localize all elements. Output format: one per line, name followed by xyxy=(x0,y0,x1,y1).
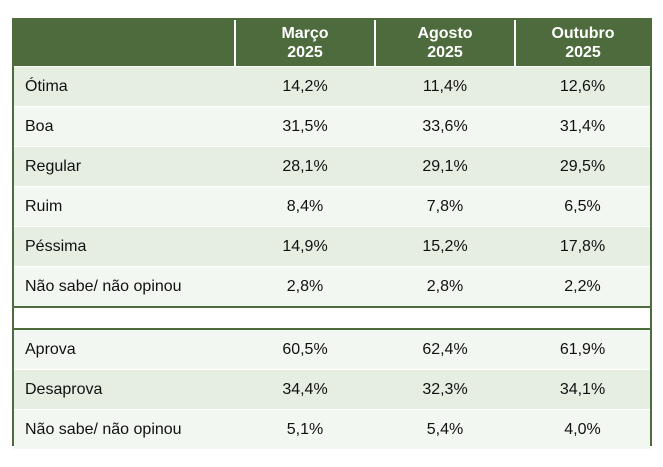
header-col-marco: Março 2025 xyxy=(234,20,375,67)
cell-value: 17,8% xyxy=(515,226,650,267)
row-label: Aprova xyxy=(14,328,235,370)
header-year: 2025 xyxy=(287,44,323,61)
row-label: Desaprova xyxy=(14,369,235,410)
cell-value: 29,5% xyxy=(515,146,650,187)
row-label: Não sabe/ não opinou xyxy=(14,266,235,307)
cell-value: 61,9% xyxy=(515,328,650,370)
cell-value: 2,8% xyxy=(235,266,375,307)
cell-value: 4,0% xyxy=(515,409,650,449)
header-empty-cell xyxy=(14,20,235,67)
table-row: Ótima 14,2% 11,4% 12,6% xyxy=(14,66,650,107)
poll-results-table: Março 2025 Agosto 2025 Outubro 2025 Ótim… xyxy=(14,20,650,449)
table-row: Não sabe/ não opinou 2,8% 2,8% 2,2% xyxy=(14,266,650,307)
cell-value: 5,1% xyxy=(235,409,375,449)
cell-value: 34,1% xyxy=(515,369,650,410)
table-header: Março 2025 Agosto 2025 Outubro 2025 xyxy=(14,20,650,67)
poll-table-frame: Março 2025 Agosto 2025 Outubro 2025 Ótim… xyxy=(12,18,652,449)
header-month: Março xyxy=(281,25,329,42)
table-body: Ótima 14,2% 11,4% 12,6% Boa 31,5% 33,6% … xyxy=(14,66,650,449)
row-label: Péssima xyxy=(14,226,235,267)
row-label: Boa xyxy=(14,106,235,147)
table-row: Regular 28,1% 29,1% 29,5% xyxy=(14,146,650,187)
table-row: Péssima 14,9% 15,2% 17,8% xyxy=(14,226,650,267)
table-row: Desaprova 34,4% 32,3% 34,1% xyxy=(14,369,650,410)
cell-value: 6,5% xyxy=(515,186,650,227)
header-year: 2025 xyxy=(427,44,463,61)
row-label: Ótima xyxy=(14,66,235,107)
header-col-outubro: Outubro 2025 xyxy=(514,20,650,67)
cell-value: 34,4% xyxy=(235,369,375,410)
header-month: Outubro xyxy=(551,25,615,42)
cell-value: 33,6% xyxy=(375,106,515,147)
section-separator xyxy=(14,306,650,330)
row-label: Regular xyxy=(14,146,235,187)
cell-value: 31,4% xyxy=(515,106,650,147)
cell-value: 28,1% xyxy=(235,146,375,187)
header-row: Março 2025 Agosto 2025 Outubro 2025 xyxy=(14,20,650,67)
cell-value: 14,9% xyxy=(235,226,375,267)
header-year: 2025 xyxy=(565,44,601,61)
cell-value: 31,5% xyxy=(235,106,375,147)
table-row: Boa 31,5% 33,6% 31,4% xyxy=(14,106,650,147)
cell-value: 15,2% xyxy=(375,226,515,267)
cell-value: 2,2% xyxy=(515,266,650,307)
cell-value: 14,2% xyxy=(235,66,375,107)
table-row: Não sabe/ não opinou 5,1% 5,4% 4,0% xyxy=(14,409,650,449)
row-label: Não sabe/ não opinou xyxy=(14,409,235,449)
separator-cell xyxy=(14,306,650,330)
cell-value: 2,8% xyxy=(375,266,515,307)
cell-value: 11,4% xyxy=(375,66,515,107)
cell-value: 12,6% xyxy=(515,66,650,107)
cell-value: 8,4% xyxy=(235,186,375,227)
cell-value: 5,4% xyxy=(375,409,515,449)
cell-value: 62,4% xyxy=(375,328,515,370)
cell-value: 7,8% xyxy=(375,186,515,227)
table-row: Ruim 8,4% 7,8% 6,5% xyxy=(14,186,650,227)
table-row: Aprova 60,5% 62,4% 61,9% xyxy=(14,328,650,370)
cell-value: 60,5% xyxy=(235,328,375,370)
header-col-agosto: Agosto 2025 xyxy=(374,20,515,67)
cell-value: 32,3% xyxy=(375,369,515,410)
header-month: Agosto xyxy=(417,25,473,42)
row-label: Ruim xyxy=(14,186,235,227)
cell-value: 29,1% xyxy=(375,146,515,187)
